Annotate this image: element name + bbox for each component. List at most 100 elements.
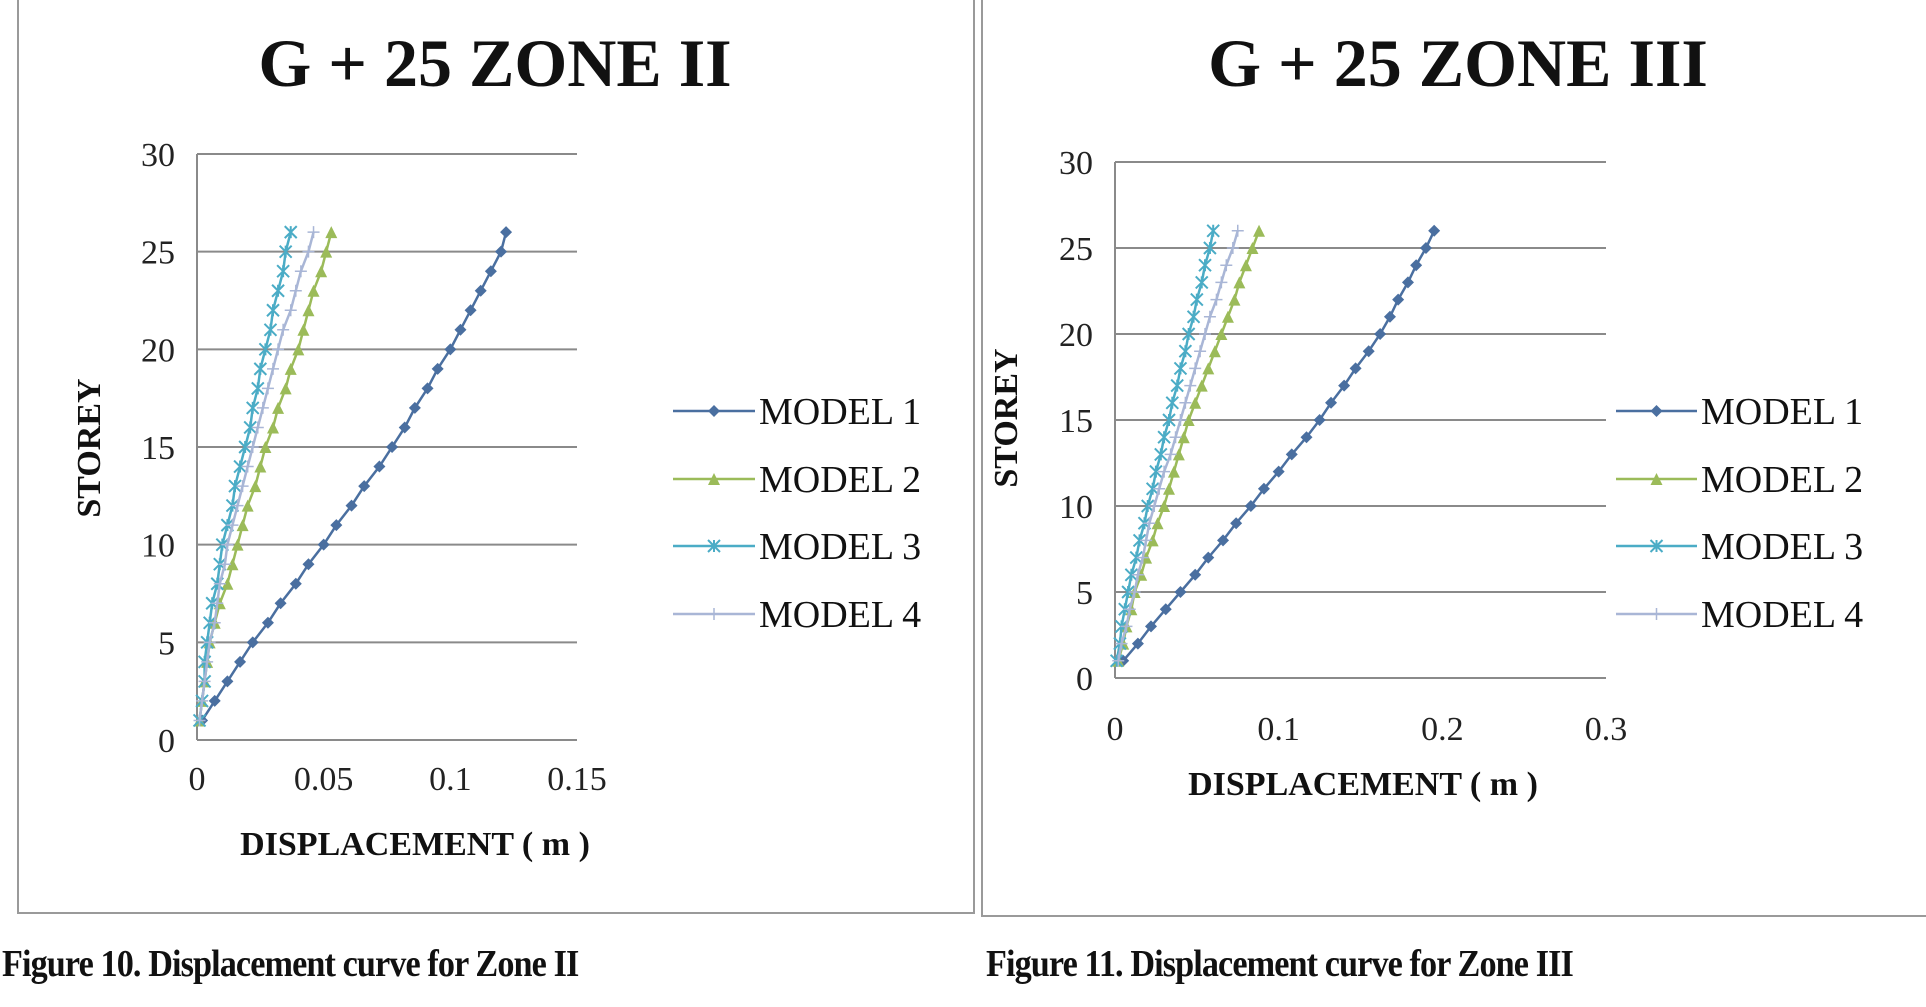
- data-point: [474, 284, 487, 297]
- y-tick-label: 5: [1076, 575, 1093, 612]
- data-point: [330, 519, 343, 532]
- data-point: [1157, 430, 1171, 444]
- data-point: [302, 304, 315, 317]
- y-tick-label: 5: [158, 625, 175, 662]
- data-point: [1349, 362, 1362, 375]
- data-point: [307, 284, 320, 297]
- data-point: [1172, 448, 1185, 461]
- legend-label: MODEL 1: [1701, 391, 1863, 433]
- data-point: [1313, 414, 1326, 426]
- data-point: [221, 577, 234, 590]
- data-point: [292, 343, 305, 356]
- data-point: [431, 362, 444, 375]
- data-point: [1195, 275, 1209, 290]
- data-point: [1129, 550, 1143, 565]
- data-point: [464, 304, 477, 317]
- data-point: [236, 519, 249, 532]
- data-point: [241, 460, 254, 473]
- legend-marker: [708, 405, 720, 417]
- data-point: [267, 362, 279, 375]
- data-point: [238, 440, 252, 454]
- data-point: [1419, 242, 1432, 254]
- y-tick-label: 15: [1059, 403, 1093, 440]
- data-point: [243, 420, 257, 435]
- data-point: [1148, 500, 1161, 512]
- data-point: [228, 479, 242, 493]
- legend-label: MODEL 2: [1701, 459, 1863, 501]
- legend-marker: [1650, 608, 1663, 620]
- data-point: [373, 460, 386, 473]
- y-tick-label: 10: [1059, 489, 1093, 526]
- data-point: [421, 382, 434, 395]
- data-point: [302, 558, 315, 571]
- data-point: [284, 362, 297, 375]
- data-point: [1131, 637, 1144, 650]
- data-point: [454, 323, 467, 336]
- data-point: [256, 401, 269, 414]
- data-point: [1202, 362, 1215, 375]
- series-model-3: [1109, 224, 1220, 668]
- data-point: [1362, 345, 1375, 358]
- data-point: [289, 284, 302, 297]
- x-tick-label: 0: [1107, 711, 1124, 748]
- x-tick-label: 0.1: [1257, 711, 1300, 748]
- data-point: [276, 264, 290, 278]
- data-point: [1164, 448, 1177, 461]
- data-point: [1428, 224, 1441, 237]
- data-point: [258, 342, 273, 357]
- x-axis-label: DISPLACEMENT ( m ): [1188, 766, 1538, 803]
- data-point: [1145, 620, 1158, 633]
- y-tick-label: 30: [141, 137, 175, 174]
- data-point: [246, 441, 259, 453]
- legend-label: MODEL 2: [759, 459, 921, 501]
- data-point: [408, 401, 421, 414]
- data-point: [1257, 482, 1270, 495]
- x-tick-label: 0.2: [1421, 711, 1464, 748]
- data-point: [1226, 242, 1239, 254]
- data-point: [1199, 328, 1212, 340]
- data-point: [1189, 568, 1202, 581]
- data-point: [254, 460, 267, 473]
- data-point: [1140, 534, 1153, 547]
- series-model-4: [193, 226, 320, 727]
- data-point: [201, 655, 214, 668]
- data-point: [221, 538, 234, 551]
- data-point: [320, 245, 333, 258]
- data-point: [1325, 396, 1338, 409]
- data-point: [246, 636, 259, 649]
- data-point: [1186, 310, 1201, 324]
- data-point: [297, 323, 310, 336]
- legend-marker: [707, 539, 721, 553]
- data-point: [1112, 654, 1125, 667]
- data-point: [325, 226, 338, 239]
- data-point: [261, 382, 274, 395]
- data-point: [1215, 328, 1228, 340]
- data-point: [289, 577, 302, 590]
- data-point: [221, 675, 234, 688]
- data-point: [1217, 534, 1230, 547]
- data-point: [1154, 447, 1168, 462]
- data-point: [249, 480, 262, 493]
- figure-10-caption: Figure 10. Displacement curve for Zone I…: [2, 943, 579, 985]
- data-point: [1162, 413, 1176, 427]
- data-point: [251, 381, 265, 396]
- y-tick-label: 0: [158, 723, 175, 760]
- data-point: [284, 304, 297, 317]
- data-point: [266, 303, 280, 317]
- series-line: [201, 231, 508, 722]
- data-point: [1202, 551, 1215, 564]
- data-point: [1244, 500, 1257, 512]
- data-point: [358, 480, 371, 493]
- data-point: [398, 421, 411, 434]
- data-point: [1194, 345, 1207, 358]
- data-point: [1141, 499, 1155, 513]
- data-point: [1190, 292, 1204, 307]
- data-point: [1120, 620, 1133, 633]
- x-tick-label: 0.15: [547, 761, 607, 798]
- data-point: [1203, 241, 1217, 255]
- data-point: [231, 499, 244, 512]
- legend-marker: [1650, 473, 1663, 485]
- figure-11-caption: Figure 11. Displacement curve for Zone I…: [986, 943, 1574, 985]
- data-point: [1167, 465, 1180, 478]
- series-line: [198, 231, 333, 721]
